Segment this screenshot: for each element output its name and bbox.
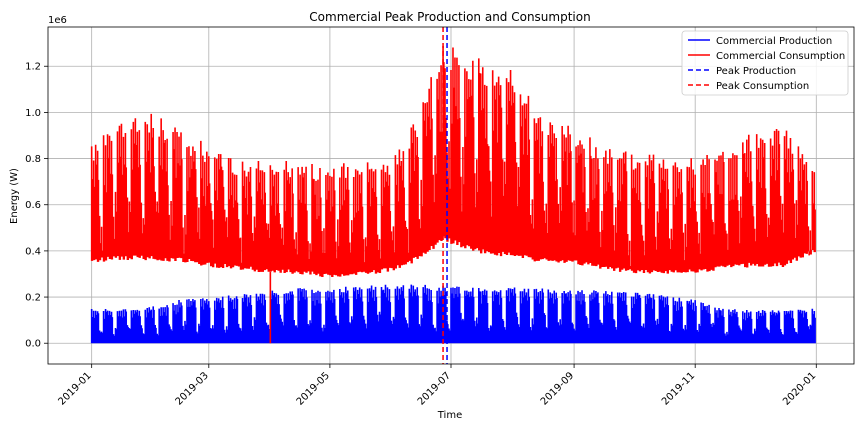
series-commercial-production — [90, 284, 816, 344]
y-axis-title: Energy (W) — [9, 168, 20, 224]
chart-title: Commercial Peak Production and Consumpti… — [309, 10, 590, 24]
y-tick-label: 0.8 — [25, 154, 41, 165]
peak-layer — [442, 27, 448, 364]
legend-box — [681, 30, 849, 96]
y-tick-label: 1.2 — [25, 62, 41, 73]
y-tick-label: 0.6 — [25, 200, 41, 211]
y-tick-label: 0.0 — [25, 339, 41, 350]
legend: Commercial Production Commercial Consump… — [681, 30, 849, 96]
y-offset-label: 1e6 — [48, 15, 67, 26]
series-layer — [90, 45, 816, 344]
legend-label-production: Commercial Production — [716, 36, 832, 47]
y-tick-label: 0.2 — [25, 293, 41, 304]
y-tick-label: 1.0 — [25, 108, 41, 119]
legend-label-peak-production: Peak Production — [716, 66, 796, 77]
series-commercial-consumption — [90, 45, 816, 277]
y-tick-label: 0.4 — [25, 246, 41, 257]
x-axis-title: Time — [437, 410, 462, 421]
legend-label-consumption: Commercial Consumption — [716, 51, 845, 62]
legend-label-peak-consumption: Peak Consumption — [716, 81, 809, 92]
